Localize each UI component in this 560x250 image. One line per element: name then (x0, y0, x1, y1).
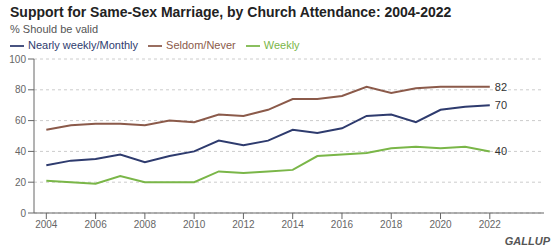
svg-text:2004: 2004 (35, 219, 58, 230)
html-text:Nearly weekly/Monthly: Nearly weekly/Monthly (28, 39, 138, 51)
svg-text:2006: 2006 (84, 219, 107, 230)
html-text:Weekly: Weekly (263, 39, 300, 51)
svg-text:0: 0 (20, 208, 26, 219)
svg-text:80: 80 (15, 84, 27, 95)
svg-text:40: 40 (495, 145, 507, 157)
svg-text:40: 40 (15, 146, 27, 157)
html-text:% Should be valid: % Should be valid (10, 23, 99, 35)
svg-text:20: 20 (15, 177, 27, 188)
svg-text:60: 60 (15, 115, 27, 126)
svg-text:100: 100 (9, 54, 26, 65)
html-text:GALLUP: GALLUP (504, 235, 550, 247)
html-text:Seldom/Never: Seldom/Never (166, 39, 236, 51)
svg-text:2010: 2010 (183, 219, 206, 230)
svg-text:2008: 2008 (134, 219, 157, 230)
svg-text:2018: 2018 (380, 219, 403, 230)
svg-text:70: 70 (495, 99, 507, 111)
html-text:Support for Same-Sex Marriage,: Support for Same-Sex Marriage, by Church… (10, 4, 452, 20)
svg-text:82: 82 (495, 81, 507, 93)
svg-text:2016: 2016 (331, 219, 354, 230)
svg-text:2020: 2020 (429, 219, 452, 230)
svg-text:2014: 2014 (282, 219, 305, 230)
svg-text:2012: 2012 (232, 219, 255, 230)
svg-text:2022: 2022 (479, 219, 502, 230)
